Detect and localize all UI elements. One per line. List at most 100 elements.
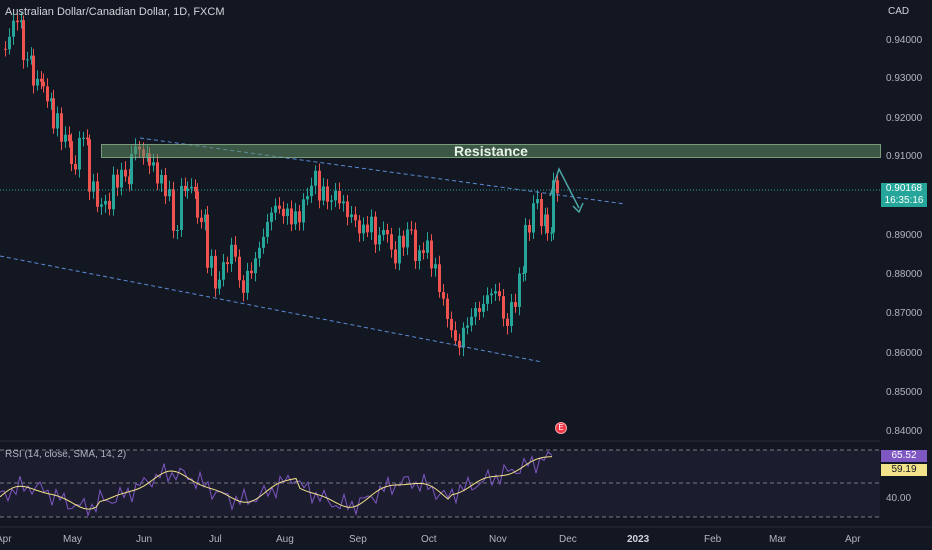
candle-body xyxy=(290,208,293,225)
candle-body xyxy=(194,186,197,192)
rsi-value-tag: 65.52 xyxy=(881,450,927,462)
candle-body xyxy=(502,296,505,319)
candle-body xyxy=(254,258,257,274)
candle-body xyxy=(100,204,103,207)
candle-body xyxy=(402,235,405,248)
candle-body xyxy=(486,295,489,304)
candle-body xyxy=(314,170,317,186)
candle-body xyxy=(474,308,477,317)
candle-body xyxy=(494,291,497,294)
candle-body xyxy=(306,196,309,200)
candle-body xyxy=(434,264,437,269)
candle-body xyxy=(532,203,535,233)
candle-body xyxy=(200,217,203,222)
candle-body xyxy=(294,211,297,225)
candle-body xyxy=(550,232,553,234)
candle-body xyxy=(454,330,457,341)
candle-body xyxy=(230,244,233,265)
time-tick-label: Oct xyxy=(421,534,437,545)
resistance-zone[interactable]: Resistance xyxy=(101,144,881,158)
rsi-level-label: 40.00 xyxy=(886,493,912,504)
candle-body xyxy=(92,181,95,192)
price-tick-label: 0.84000 xyxy=(886,426,923,437)
candle-body xyxy=(22,20,25,61)
countdown-tag: 16:35:16 xyxy=(881,195,927,207)
rsi-sma-line xyxy=(0,456,553,510)
candle-body xyxy=(394,249,397,264)
rsi-band xyxy=(0,450,880,517)
candle-body xyxy=(128,176,131,185)
candle-body xyxy=(528,225,531,233)
candle-body xyxy=(426,240,429,253)
candle-body xyxy=(242,280,245,293)
candle-body xyxy=(522,272,525,274)
candle-body xyxy=(226,262,229,265)
candle-body xyxy=(130,153,133,185)
time-tick-label: May xyxy=(63,534,82,545)
candle-body xyxy=(358,220,361,234)
candle-body xyxy=(390,234,393,250)
candle-body xyxy=(250,270,253,274)
time-tick-label: Nov xyxy=(489,534,507,545)
price-tick-label: 0.94000 xyxy=(886,35,923,46)
candle-body xyxy=(204,214,207,222)
candle-body xyxy=(180,185,183,230)
candle-body xyxy=(56,113,59,129)
candle-body xyxy=(278,205,281,209)
symbol-title: Australian Dollar/Canadian Dollar, 1D, F… xyxy=(5,6,225,18)
candle-body xyxy=(210,255,213,268)
rsi-sma-tag: 59.19 xyxy=(881,464,927,476)
candle-body xyxy=(540,198,543,227)
candle-body xyxy=(342,201,345,204)
candle-body xyxy=(446,298,449,319)
candle-body xyxy=(330,200,333,202)
candle-body xyxy=(546,214,549,233)
earnings-marker-icon[interactable]: E xyxy=(555,422,567,434)
candle-body xyxy=(556,180,559,194)
candle-body xyxy=(422,250,425,253)
candle-body xyxy=(282,208,285,217)
candle-body xyxy=(82,137,85,139)
candle-body xyxy=(112,174,115,210)
candle-body xyxy=(206,214,209,268)
candle-body xyxy=(414,229,417,261)
candle-body xyxy=(196,191,199,218)
candle-body xyxy=(222,262,225,280)
candle-body xyxy=(8,36,11,50)
last-price-tag: 0.90168 xyxy=(881,183,927,195)
candle-body xyxy=(346,201,349,218)
arrow-head-icon xyxy=(572,202,584,214)
candle-body xyxy=(108,200,111,210)
candle-body xyxy=(482,303,485,312)
candle-body xyxy=(478,308,481,312)
candle-body xyxy=(172,189,175,231)
candle-body xyxy=(64,134,67,142)
candle-body xyxy=(50,98,53,102)
candle-body xyxy=(366,224,369,233)
candle-body xyxy=(406,229,409,248)
candle-body xyxy=(470,316,473,326)
candle-body xyxy=(68,134,71,142)
candle-body xyxy=(274,205,277,213)
candle-body xyxy=(246,270,249,293)
price-tick-label: 0.91000 xyxy=(886,151,923,162)
lower-trendline xyxy=(0,255,543,363)
candle-body xyxy=(164,175,167,197)
candle-body xyxy=(458,340,461,348)
candle-body xyxy=(490,293,493,296)
candle-body xyxy=(120,169,123,188)
candle-body xyxy=(498,291,501,297)
rsi-title[interactable]: RSI (14, close, SMA, 14, 2) xyxy=(5,449,127,460)
currency-label: CAD xyxy=(888,6,910,17)
candle-body xyxy=(302,199,305,223)
time-tick-label: Apr xyxy=(0,534,12,545)
candle-body xyxy=(86,137,89,140)
candle-body xyxy=(334,190,337,201)
candle-body xyxy=(96,181,99,207)
rsi-line xyxy=(0,450,553,518)
time-tick-label: Dec xyxy=(559,534,577,545)
time-tick-label: 2023 xyxy=(627,534,650,545)
candle-body xyxy=(60,113,63,142)
candle-body xyxy=(74,163,77,170)
